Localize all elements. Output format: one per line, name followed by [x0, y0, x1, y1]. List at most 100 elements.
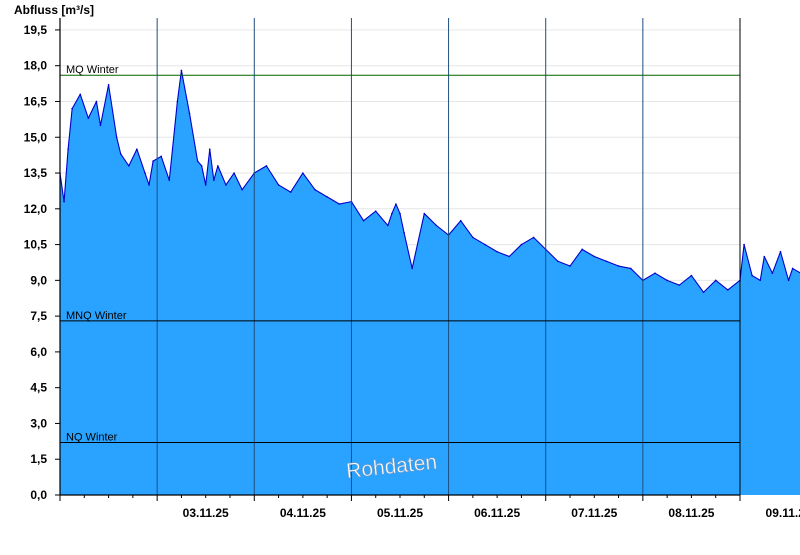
data-point [618, 265, 620, 267]
x-tick-label: 08.11.25 [668, 506, 714, 520]
data-point [727, 289, 729, 291]
data-point [743, 244, 745, 246]
data-point [108, 84, 110, 86]
data-point [278, 184, 280, 186]
data-point [533, 237, 535, 239]
x-tick-label: 03.11.25 [183, 506, 229, 520]
data-point [391, 213, 393, 215]
data-point [630, 268, 632, 270]
y-tick-label: 0,0 [30, 488, 47, 502]
y-tick-label: 12,0 [24, 202, 48, 216]
data-point [387, 225, 389, 227]
area-fill [60, 70, 800, 495]
data-point [144, 172, 146, 174]
x-tick-label: 05.11.25 [377, 506, 423, 520]
data-point [290, 191, 292, 193]
data-point [136, 148, 138, 150]
data-point [189, 113, 191, 115]
data-point [581, 249, 583, 251]
data-point [79, 94, 81, 96]
y-tick-label: 7,5 [30, 309, 47, 323]
data-point [88, 117, 90, 119]
data-point [148, 184, 150, 186]
data-point [168, 179, 170, 181]
data-point [225, 184, 227, 186]
data-point [395, 203, 397, 205]
data-point [423, 213, 425, 215]
data-point [213, 179, 215, 181]
y-tick-label: 6,0 [30, 345, 47, 359]
data-point [569, 265, 571, 267]
data-point [788, 280, 790, 282]
reference-line-label: NQ Winter [66, 432, 118, 444]
data-point [116, 136, 118, 138]
data-point [63, 201, 65, 203]
data-point [96, 101, 98, 103]
reference-line-label: MNQ Winter [66, 310, 127, 322]
data-point [460, 220, 462, 222]
data-point [496, 251, 498, 253]
data-point [606, 260, 608, 262]
data-point [666, 280, 668, 282]
data-point [177, 101, 179, 103]
y-tick-label: 16,5 [24, 94, 48, 108]
data-point [763, 256, 765, 258]
data-point [691, 275, 693, 277]
reference-line-label: MQ Winter [66, 64, 119, 76]
y-tick-label: 19,5 [24, 23, 48, 37]
data-point [201, 165, 203, 167]
y-tick-label: 9,0 [30, 273, 47, 287]
data-point [363, 220, 365, 222]
data-point [751, 275, 753, 277]
data-point [593, 256, 595, 258]
data-point [772, 272, 774, 274]
data-point [160, 156, 162, 158]
y-axis-label: Abfluss [m³/s] [14, 3, 94, 17]
data-point [209, 148, 211, 150]
data-point [521, 244, 523, 246]
series-area [59, 70, 800, 495]
data-point [217, 165, 219, 167]
data-point [759, 280, 761, 282]
data-point [314, 189, 316, 191]
y-tick-label: 10,5 [24, 238, 48, 252]
data-point [715, 280, 717, 282]
data-point [128, 165, 130, 167]
y-tick-label: 13,5 [24, 166, 48, 180]
data-point [152, 160, 154, 162]
data-point [100, 125, 102, 127]
data-point [241, 189, 243, 191]
data-point [375, 210, 377, 212]
data-point [233, 172, 235, 174]
data-point [326, 196, 328, 198]
x-tick-label: 04.11.25 [280, 506, 326, 520]
y-tick-label: 18,0 [24, 59, 48, 73]
y-tick-label: 15,0 [24, 130, 48, 144]
x-tick-label: 07.11.25 [571, 506, 617, 520]
data-point [703, 291, 705, 293]
data-point [120, 153, 122, 155]
x-tick-label: 09.11.25 [766, 506, 800, 520]
data-point [411, 268, 413, 270]
data-point [67, 148, 69, 150]
data-point [557, 260, 559, 262]
data-point [71, 108, 73, 110]
data-point [484, 244, 486, 246]
data-point [678, 284, 680, 286]
data-point [399, 213, 401, 215]
data-point [338, 203, 340, 205]
x-tick-label: 06.11.25 [474, 506, 520, 520]
data-point [472, 237, 474, 239]
data-point [205, 184, 207, 186]
data-point [654, 272, 656, 274]
data-point [403, 232, 405, 234]
y-tick-label: 3,0 [30, 416, 47, 430]
data-point [302, 172, 304, 174]
data-point [266, 165, 268, 167]
data-point [197, 160, 199, 162]
data-point [181, 70, 183, 72]
y-tick-label: 1,5 [30, 452, 47, 466]
data-point [508, 256, 510, 258]
